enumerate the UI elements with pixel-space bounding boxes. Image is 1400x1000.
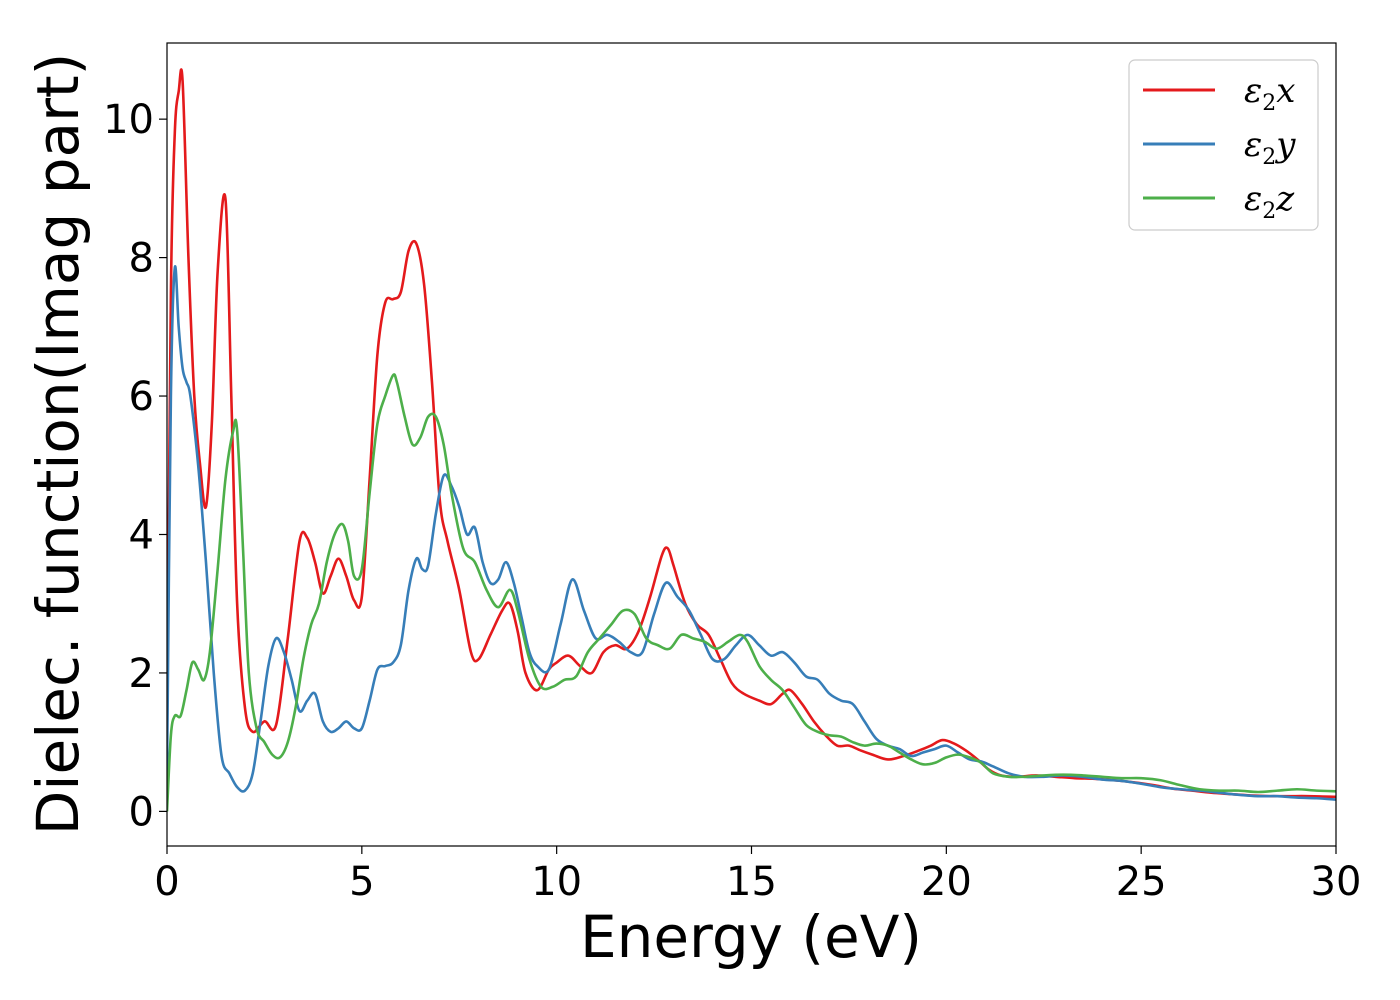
x-tick-label: 10 (531, 859, 582, 905)
y-tick-label: 4 (129, 512, 154, 558)
x-tick-label: 0 (154, 859, 179, 905)
y-tick-label: 2 (129, 651, 154, 697)
x-tick-label: 25 (1116, 859, 1167, 905)
series-layer (167, 68, 1336, 812)
y-axis-label: Dielec. function(Imag part) (24, 53, 92, 836)
y-tick-label: 8 (129, 236, 154, 282)
legend-label-2: ε2y (1244, 125, 1296, 170)
x-tick-label: 20 (921, 859, 972, 905)
x-tick-label: 5 (349, 859, 374, 905)
legend-label-1: ε2x (1244, 71, 1295, 116)
series-line-2 (167, 265, 1336, 801)
y-tick-label: 10 (103, 97, 154, 143)
legend-label-3: ε2z (1244, 179, 1295, 224)
legend-box (1128, 59, 1319, 231)
x-axis-label: Energy (eV) (580, 903, 922, 971)
x-axis-ticks: 0 5 10 15 20 25 30 (154, 846, 1361, 905)
x-tick-label: 15 (726, 859, 777, 905)
y-tick-label: 6 (129, 374, 154, 420)
y-tick-label: 0 (129, 789, 154, 835)
legend: ε2x ε2y ε2z (1128, 59, 1319, 231)
y-axis-ticks: 0 2 4 6 8 10 (103, 97, 167, 835)
series-line-3 (167, 373, 1336, 812)
x-tick-label: 30 (1311, 859, 1362, 905)
